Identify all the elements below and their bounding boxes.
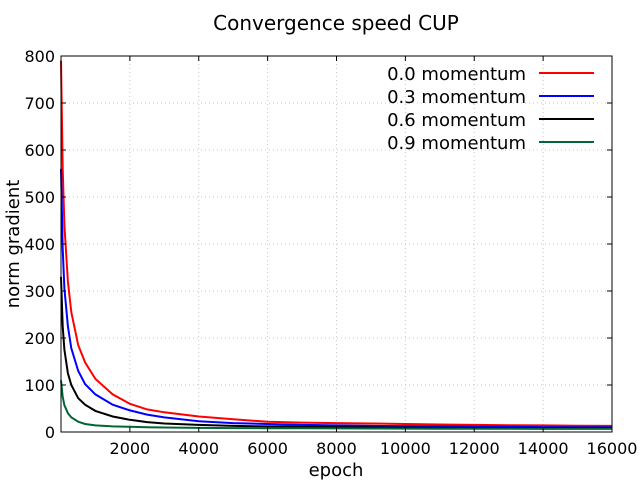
x-axis-label: epoch — [309, 460, 364, 480]
x-tick-label: 10000 — [380, 439, 431, 458]
y-axis: 0 100 200 300 400 500 600 700 800 — [24, 47, 612, 442]
y-tick-label: 500 — [24, 188, 55, 207]
y-tick-label: 400 — [24, 235, 55, 254]
legend-label: 0.9 momentum — [387, 133, 526, 154]
y-tick-label: 300 — [24, 282, 55, 301]
legend-label: 0.6 momentum — [387, 110, 526, 131]
x-tick-label: 8000 — [316, 439, 357, 458]
x-tick-label: 4000 — [178, 439, 219, 458]
chart-title: Convergence speed CUP — [213, 11, 459, 35]
y-tick-label: 200 — [24, 329, 55, 348]
y-tick-label: 600 — [24, 141, 55, 160]
x-axis: 2000 4000 6000 8000 10000 12000 14000 16000 — [110, 56, 638, 458]
x-tick-label: 14000 — [518, 439, 569, 458]
x-tick-label: 12000 — [449, 439, 500, 458]
grid — [61, 56, 613, 432]
y-tick-label: 700 — [24, 94, 55, 113]
series-line — [60, 168, 612, 429]
series-line — [60, 60, 613, 427]
y-tick-label: 800 — [24, 47, 55, 66]
y-tick-label: 100 — [24, 376, 55, 395]
legend-label: 0.3 momentum — [387, 87, 526, 108]
x-tick-label: 2000 — [110, 439, 151, 458]
x-tick-label: 6000 — [247, 439, 288, 458]
x-tick-label: 16000 — [587, 439, 638, 458]
y-axis-label: norm gradient — [3, 180, 24, 309]
legend-label: 0.0 momentum — [387, 64, 526, 85]
y-tick-label: 0 — [45, 423, 55, 442]
